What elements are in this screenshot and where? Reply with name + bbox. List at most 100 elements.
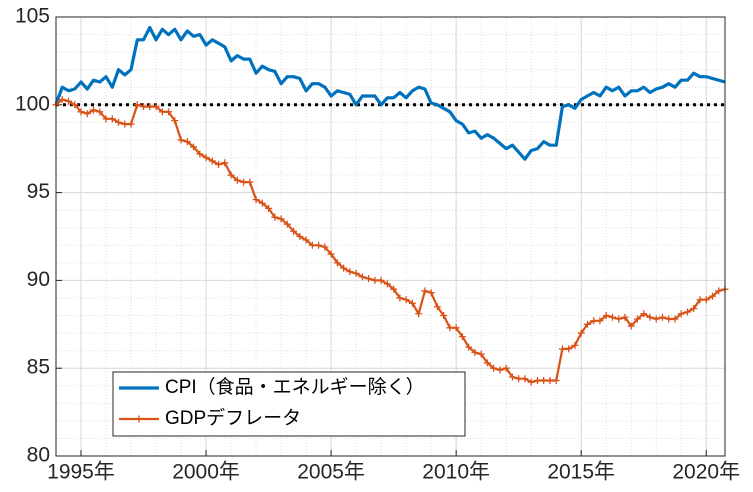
- y-tick-label: 90: [27, 268, 50, 291]
- marker: [427, 289, 435, 297]
- marker: [246, 178, 254, 186]
- marker: [633, 315, 641, 323]
- legend: CPI（食品・エネルギー除く） GDPデフレータ: [112, 371, 466, 437]
- marker: [396, 294, 404, 302]
- marker: [127, 120, 135, 128]
- marker: [321, 243, 329, 251]
- marker: [690, 304, 698, 312]
- marker: [190, 143, 198, 151]
- marker: [665, 315, 673, 323]
- marker: [383, 280, 391, 288]
- marker: [502, 364, 510, 372]
- x-tick-label: 2005年: [297, 461, 365, 484]
- marker: [71, 101, 79, 109]
- marker: [358, 273, 366, 281]
- y-tick-label: 105: [15, 5, 50, 28]
- marker: [552, 376, 560, 384]
- marker: [58, 96, 66, 104]
- marker: [596, 317, 604, 325]
- x-tick-label: 2010年: [422, 461, 490, 484]
- marker: [546, 376, 554, 384]
- marker: [65, 97, 73, 105]
- marker: [565, 345, 573, 353]
- marker: [408, 299, 416, 307]
- legend-label: GDPデフレータ: [165, 407, 301, 429]
- legend-marker: [135, 415, 143, 423]
- marker: [508, 373, 516, 381]
- marker: [227, 171, 235, 179]
- marker: [333, 259, 341, 267]
- marker: [308, 241, 316, 249]
- marker: [152, 103, 160, 111]
- marker: [208, 157, 216, 165]
- marker: [477, 350, 485, 358]
- marker: [296, 233, 304, 240]
- marker: [702, 296, 710, 304]
- marker: [165, 108, 173, 116]
- marker: [371, 276, 379, 284]
- marker: [646, 313, 654, 321]
- marker: [233, 176, 241, 184]
- marker: [527, 378, 535, 386]
- marker: [677, 310, 685, 318]
- marker: [390, 285, 398, 293]
- series-line: [54, 25, 726, 161]
- marker: [540, 376, 548, 384]
- x-tick-label: 2000年: [172, 461, 240, 484]
- marker: [658, 313, 666, 321]
- marker: [202, 153, 210, 161]
- marker: [490, 364, 498, 372]
- marker: [146, 103, 154, 111]
- marker: [577, 329, 585, 337]
- legend-label: CPI（食品・エネルギー除く）: [165, 376, 425, 398]
- marker: [440, 312, 448, 320]
- marker: [615, 315, 623, 323]
- y-tick-label: 95: [27, 180, 50, 203]
- plot-frame: [55, 16, 726, 457]
- marker: [433, 303, 441, 311]
- marker: [421, 287, 429, 295]
- marker: [683, 308, 691, 316]
- marker: [496, 366, 504, 374]
- marker: [77, 108, 85, 116]
- marker: [221, 159, 229, 167]
- y-tick-label: 80: [27, 444, 50, 467]
- marker: [402, 296, 410, 304]
- x-tick-label: 2020年: [672, 461, 740, 484]
- marker: [465, 343, 473, 351]
- marker: [377, 276, 385, 284]
- marker: [708, 292, 716, 300]
- marker: [133, 101, 141, 109]
- marker: [533, 376, 541, 384]
- x-tick-label: 1995年: [47, 461, 115, 484]
- marker: [640, 310, 648, 318]
- marker: [171, 117, 179, 125]
- y-tick-label: 100: [15, 92, 50, 115]
- marker: [121, 120, 129, 128]
- marker: [521, 375, 529, 383]
- marker: [483, 359, 491, 367]
- y-tick-label: 85: [27, 356, 50, 379]
- marker: [177, 136, 185, 144]
- legend-box: [112, 371, 466, 437]
- marker: [252, 196, 260, 204]
- marker: [458, 333, 466, 341]
- marker: [340, 264, 348, 272]
- marker: [327, 250, 335, 258]
- marker: [271, 213, 279, 221]
- marker: [115, 118, 123, 126]
- marker: [283, 220, 291, 228]
- marker: [140, 103, 148, 111]
- marker: [652, 315, 660, 323]
- marker: [452, 324, 460, 332]
- marker: [627, 322, 635, 330]
- marker: [90, 106, 98, 114]
- marker: [602, 312, 610, 320]
- marker: [302, 236, 310, 244]
- marker: [102, 115, 110, 123]
- marker: [346, 268, 354, 276]
- marker: [290, 227, 298, 235]
- marker: [240, 178, 248, 186]
- marker: [258, 199, 266, 207]
